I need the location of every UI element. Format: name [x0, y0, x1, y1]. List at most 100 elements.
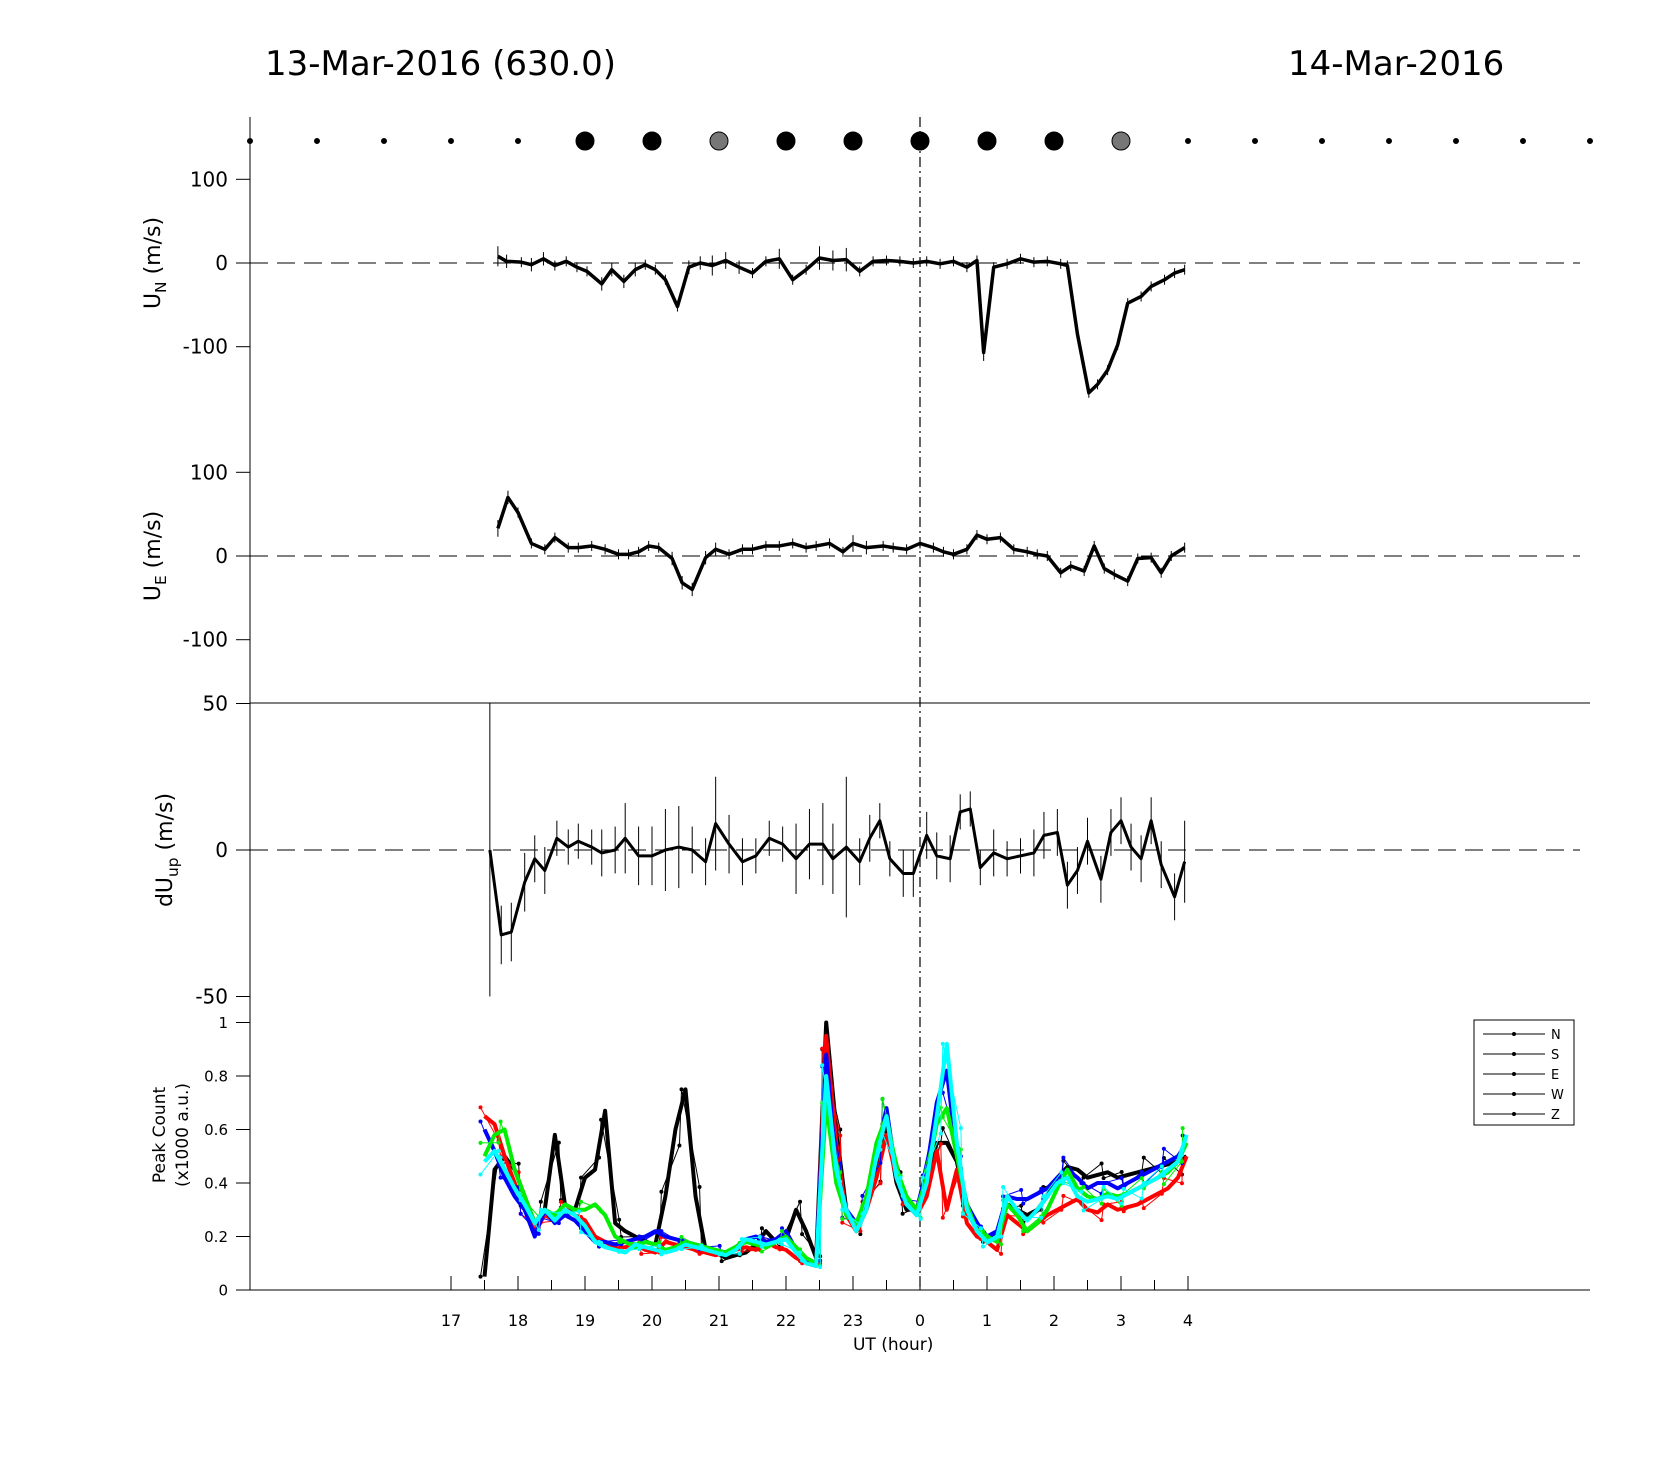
x-tick-label: 21 — [709, 1311, 729, 1330]
peak-point-N — [999, 1251, 1004, 1256]
peak-point-S — [498, 1175, 503, 1180]
y-tick-label: 0 — [215, 544, 228, 568]
sky-dot — [575, 131, 595, 151]
peak-point-Z — [759, 1244, 764, 1249]
peak-point-N — [1179, 1181, 1184, 1186]
peak-point-E — [840, 1216, 845, 1221]
sky-dot — [642, 131, 662, 151]
peak-point-E — [478, 1140, 483, 1145]
peak-point-E — [579, 1199, 583, 1204]
x-tick-label: 2 — [1049, 1311, 1059, 1330]
peak-point-E — [1180, 1126, 1185, 1131]
peak-point-Z — [940, 1041, 945, 1046]
series-un-line — [497, 254, 1186, 395]
peak-point-N — [639, 1251, 644, 1256]
x-tick-label: 22 — [776, 1311, 796, 1330]
peak-point-Z — [576, 1209, 581, 1214]
peak-point-W — [1119, 1170, 1124, 1175]
legend-label-Z: Z — [1551, 1108, 1560, 1123]
peak-point-W — [579, 1175, 583, 1180]
peak-line-Z — [483, 1041, 1189, 1268]
legend-frame — [1473, 1019, 1575, 1126]
y-tick-label: 0.8 — [204, 1067, 228, 1085]
legend-marker — [1512, 1032, 1516, 1036]
peak-point-S — [1021, 1201, 1026, 1206]
peak-point-W — [677, 1143, 682, 1148]
peak-point-N — [838, 1133, 843, 1138]
x-tick-label: 20 — [642, 1311, 662, 1330]
x-tick-label: 19 — [575, 1311, 595, 1330]
sky-dot — [1520, 138, 1526, 144]
ylabel-un: UN (m/s) — [141, 217, 170, 309]
peak-point-Z — [1079, 1189, 1084, 1194]
peak-point-E — [999, 1242, 1004, 1247]
peak-point-S — [717, 1243, 722, 1248]
sky-dot — [910, 131, 930, 151]
peak-point-S — [838, 1161, 843, 1166]
peak-point-W — [478, 1274, 483, 1279]
peak-point-W — [900, 1211, 905, 1216]
peak-point-N — [940, 1215, 945, 1220]
sky-dot — [1111, 131, 1131, 151]
legend-marker — [1512, 1092, 1516, 1096]
sky-dot — [1044, 131, 1064, 151]
peak-point-Z — [1039, 1215, 1044, 1220]
y-tick-label: 0.2 — [204, 1228, 228, 1246]
legend-label-S: S — [1551, 1048, 1559, 1063]
x-axis-title: UT (hour) — [853, 1335, 933, 1355]
x-tick-label: 1 — [982, 1311, 992, 1330]
peak-point-E — [498, 1119, 503, 1124]
title-date-left: 13-Mar-2016 (630.0) — [265, 44, 616, 84]
peak-point-S — [1019, 1187, 1024, 1192]
peak-point-S — [1061, 1155, 1066, 1160]
peak-point-W — [719, 1259, 724, 1264]
peak-point-E — [759, 1249, 764, 1254]
peak-point-Z — [840, 1207, 845, 1212]
peak-point-N — [478, 1105, 483, 1110]
peak-point-W — [659, 1189, 664, 1194]
peak-point-E — [1179, 1159, 1184, 1164]
axes-layer — [236, 117, 1590, 1291]
peak-point-Z — [657, 1243, 662, 1248]
title-date-right: 14-Mar-2016 — [1288, 44, 1505, 84]
x-tick-label: 3 — [1116, 1311, 1126, 1330]
y-tick-label: 0 — [215, 838, 228, 862]
peak-point-E — [1081, 1185, 1086, 1190]
labels-layer: 100 0 -100 100 0 -100 50 0 -50 0 0.2 0.4 0.6 0.8 1 UN (… — [141, 167, 1193, 1355]
peak-point-Z — [920, 1175, 925, 1180]
y-tick-label: 0.6 — [204, 1121, 228, 1139]
peak-point-W — [1099, 1161, 1104, 1166]
peak-point-Z — [1119, 1201, 1124, 1206]
peak-point-E — [657, 1240, 662, 1245]
peak-point-S — [1119, 1176, 1124, 1181]
sky-dot — [776, 131, 796, 151]
peak-point-S — [518, 1211, 523, 1216]
peak-point-Z — [1139, 1196, 1144, 1201]
peak-point-S — [860, 1193, 865, 1198]
peak-point-W — [800, 1232, 805, 1237]
peak-point-N — [558, 1199, 563, 1204]
legend-label-N: N — [1551, 1028, 1561, 1043]
peak-point-Z — [960, 1211, 965, 1216]
peak-point-Z — [1081, 1208, 1086, 1213]
peak-point-Z — [496, 1148, 501, 1153]
x-tick-label: 4 — [1183, 1311, 1193, 1330]
peak-point-S — [1161, 1146, 1166, 1151]
ylabel-ue: UE (m/s) — [141, 511, 170, 601]
peak-point-W — [858, 1232, 863, 1237]
sky-dot — [1453, 138, 1459, 144]
peak-point-N — [840, 1220, 845, 1225]
peak-line-E — [482, 1100, 1189, 1266]
sky-dot — [515, 138, 521, 144]
legend-marker — [1512, 1112, 1516, 1116]
peak-point-N — [878, 1181, 883, 1186]
peak-point-E — [1161, 1182, 1166, 1187]
ylabel-peak-line1: Peak Count — [150, 1087, 170, 1184]
peak-point-E — [780, 1229, 784, 1234]
peak-point-W — [940, 1126, 945, 1131]
y-tick-label: 100 — [190, 167, 228, 191]
peak-point-W — [516, 1161, 521, 1166]
peak-point-Z — [757, 1235, 762, 1240]
x-tick-label: 0 — [915, 1311, 925, 1330]
